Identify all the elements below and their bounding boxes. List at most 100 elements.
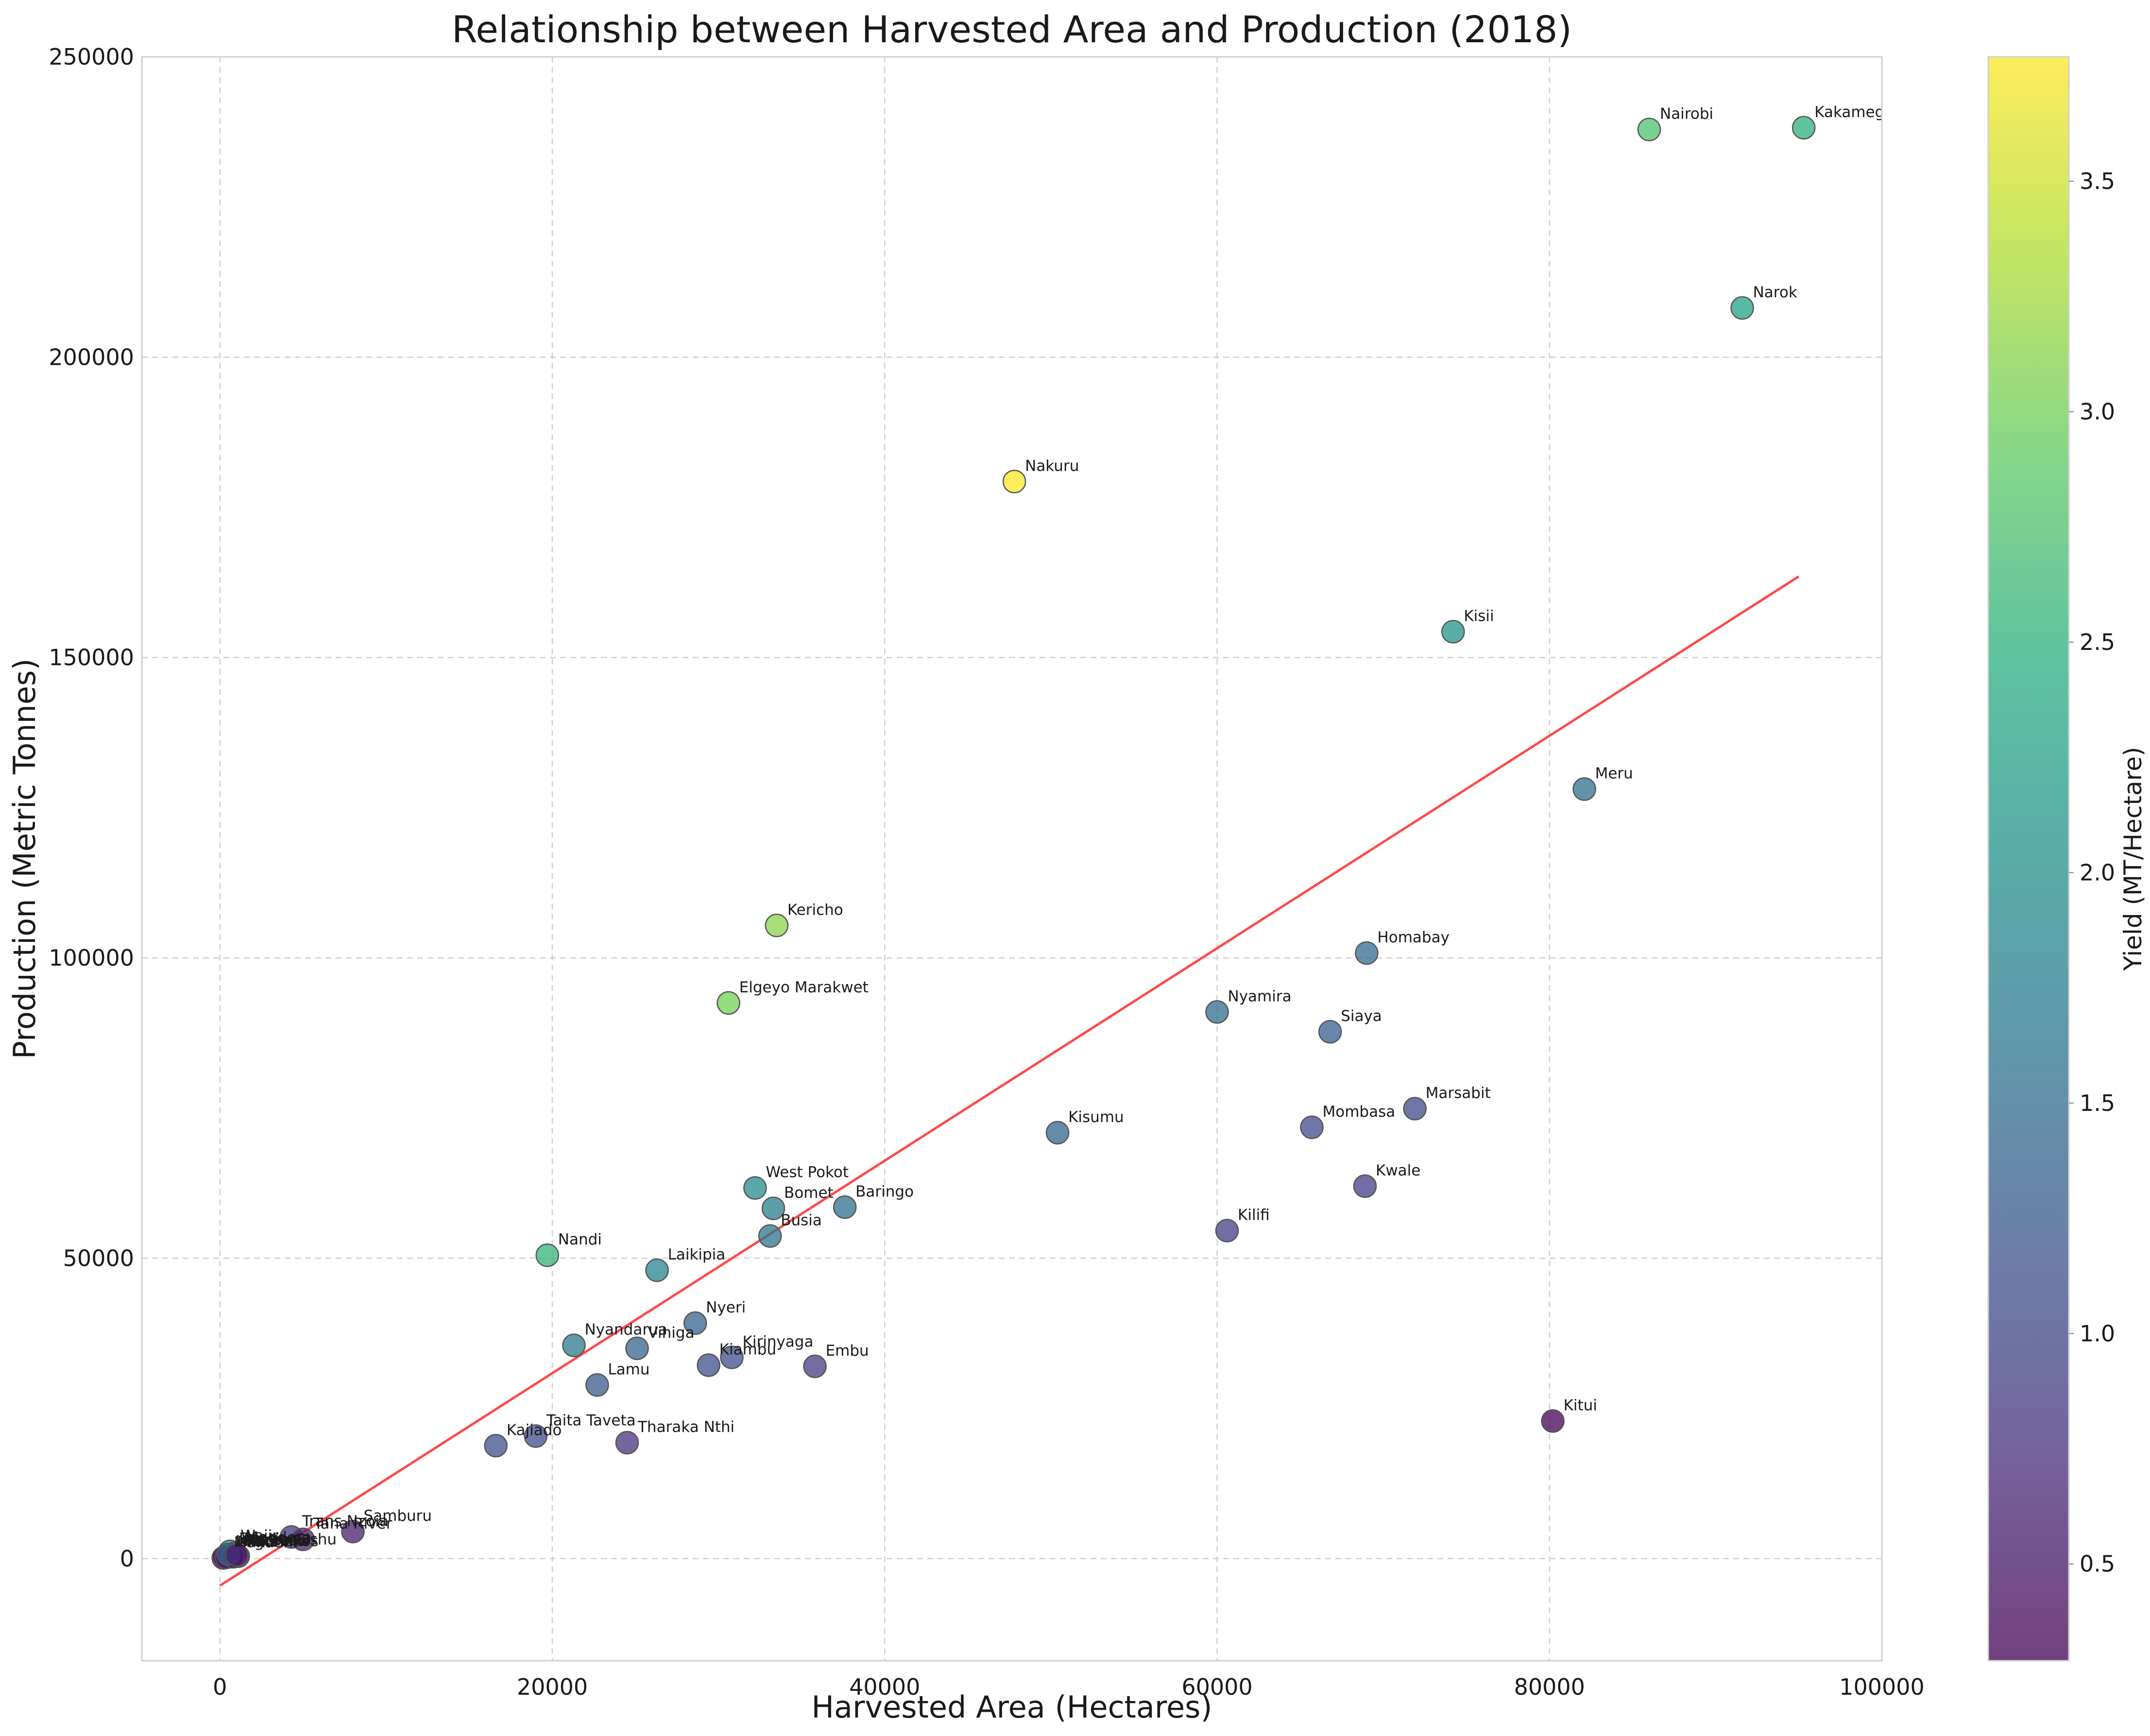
x-tick-label-5: 100000	[1839, 1674, 1925, 1700]
data-point[interactable]	[1441, 620, 1465, 644]
point-label: Wajir	[240, 1527, 278, 1545]
point-label: Makueni	[234, 1534, 297, 1551]
point-label: Machakos	[244, 1532, 318, 1550]
colorbar-tick-label-6: 3.5	[2080, 168, 2115, 194]
data-point[interactable]	[1205, 1000, 1229, 1024]
point-label: Isiolo	[236, 1532, 274, 1550]
data-point[interactable]	[1318, 1020, 1342, 1044]
colorbar-tick-label-2: 1.5	[2080, 1090, 2115, 1116]
y-tick-label-3: 150000	[49, 645, 134, 671]
plot-area: 0 20000 40000 60000 80000 100000 0 50000 100000 1…	[49, 44, 1924, 1700]
y-tick-label-1: 50000	[63, 1245, 134, 1271]
point-label: Lamu	[608, 1361, 649, 1378]
data-point[interactable]	[1215, 1219, 1239, 1242]
data-point[interactable]	[1792, 116, 1816, 140]
data-point[interactable]	[1355, 941, 1379, 965]
point-label: Kirinyaga	[743, 1333, 814, 1350]
point-label: Nyamira	[1228, 987, 1292, 1005]
x-tick-label-3: 60000	[1181, 1674, 1252, 1700]
data-point[interactable]	[697, 1353, 720, 1377]
colorbar-tick-label-5: 3.0	[2080, 399, 2115, 425]
data-point[interactable]	[615, 1430, 639, 1455]
data-point[interactable]	[743, 1176, 767, 1200]
data-point[interactable]	[765, 914, 789, 937]
data-point[interactable]	[535, 1243, 560, 1267]
x-tick-label-2: 40000	[849, 1674, 920, 1700]
data-point[interactable]	[1353, 1174, 1377, 1198]
data-point[interactable]	[524, 1424, 548, 1448]
point-label: Migori	[237, 1533, 283, 1550]
point-label: Tharaka Nthi	[637, 1418, 734, 1436]
plot-frame	[141, 56, 1883, 1662]
point-label: Taita Taveta	[546, 1412, 636, 1429]
data-point[interactable]	[717, 991, 740, 1015]
data-point[interactable]	[833, 1195, 857, 1219]
colorbar-ticks: 0.5 1.0 1.5 2.0 2.5 3.0 3.5	[2069, 168, 2115, 1577]
point-label: Nandi	[558, 1231, 602, 1248]
point-label: Siaya	[1341, 1007, 1382, 1025]
data-point[interactable]	[1403, 1097, 1427, 1121]
x-tick-label-1: 20000	[517, 1674, 588, 1700]
point-label: Tana River	[313, 1515, 392, 1532]
point-label: Laikipia	[668, 1246, 726, 1263]
y-tick-label-4: 200000	[49, 344, 134, 370]
colorbar-tick-label-4: 2.5	[2080, 629, 2115, 655]
point-label: Nyeri	[706, 1299, 746, 1316]
trend-line	[219, 575, 1800, 1587]
axis-ticks: 0 20000 40000 60000 80000 100000 0 50000 100000 1…	[49, 44, 1924, 1700]
point-label: Elgeyo Marakwet	[739, 979, 869, 996]
point-label: Mombasa	[1323, 1103, 1396, 1121]
data-point[interactable]	[683, 1311, 707, 1335]
point-label: Garissa	[242, 1532, 299, 1549]
data-points	[211, 116, 1816, 1570]
data-point[interactable]	[585, 1373, 609, 1397]
data-point[interactable]	[291, 1527, 315, 1551]
data-point[interactable]	[720, 1345, 744, 1369]
point-labels: Kakamega Nairobi Narok Nakuru Kisii Meru Keric…	[234, 103, 1894, 1551]
point-label: Kakamega	[1814, 103, 1894, 121]
point-label: Baringo	[855, 1183, 914, 1200]
trend-line-segment	[219, 575, 1800, 1587]
colorbar: 0.5 1.0 1.5 2.0 2.5 3.0 3.5 Yield (MT/Hectare)	[1987, 56, 2147, 1662]
data-point[interactable]	[1572, 777, 1596, 801]
point-label: Trans Nzoia	[302, 1513, 389, 1530]
point-label: Nyandarua	[585, 1321, 667, 1339]
point-label: Embu	[826, 1342, 869, 1360]
point-label: Kajiado	[507, 1421, 562, 1439]
point-label: Marsabit	[1426, 1084, 1491, 1102]
data-point[interactable]	[224, 1543, 249, 1567]
data-point[interactable]	[562, 1333, 586, 1357]
point-label: Busia	[781, 1212, 822, 1229]
point-label: Nakuru	[1025, 457, 1079, 475]
data-point[interactable]	[645, 1258, 669, 1282]
data-point[interactable]	[341, 1519, 365, 1544]
point-label: Meru	[1595, 765, 1633, 783]
data-point[interactable]	[803, 1354, 827, 1379]
data-point[interactable]	[1300, 1115, 1324, 1140]
point-label: Nairobi	[1660, 105, 1713, 123]
data-point[interactable]	[1541, 1409, 1565, 1433]
point-label: Bungoma	[239, 1530, 311, 1548]
point-label: Vihiga	[648, 1324, 695, 1342]
data-point[interactable]	[761, 1196, 785, 1221]
data-point[interactable]	[484, 1434, 508, 1458]
point-label: Bomet	[784, 1184, 834, 1202]
point-label: Kericho	[787, 901, 843, 919]
data-point[interactable]	[1730, 296, 1754, 320]
point-label: Kisii	[1464, 608, 1494, 625]
data-point[interactable]	[1002, 470, 1026, 494]
data-point[interactable]	[625, 1336, 649, 1361]
colorbar-label: Yield (MT/Hectare)	[2119, 747, 2147, 971]
point-label: Turkana	[248, 1532, 308, 1549]
point-label: Kiambu	[719, 1341, 776, 1359]
colorbar-tick-label-0: 0.5	[2080, 1551, 2115, 1577]
data-point[interactable]	[758, 1224, 782, 1248]
x-tick-label-0: 0	[213, 1674, 227, 1700]
colorbar-frame	[1987, 56, 2070, 1662]
colorbar-tick-label-3: 2.0	[2080, 859, 2115, 885]
data-point[interactable]	[1045, 1121, 1070, 1145]
data-point[interactable]	[1637, 118, 1661, 141]
y-tick-label-0: 0	[120, 1546, 134, 1572]
point-label: Samburu	[363, 1507, 432, 1525]
